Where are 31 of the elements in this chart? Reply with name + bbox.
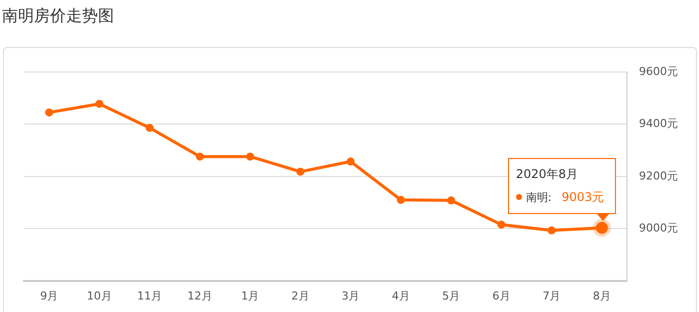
- y-tick-label: 9400元: [639, 117, 678, 130]
- point: [246, 152, 254, 161]
- x-tick-label: 11月: [137, 289, 162, 302]
- legend-label: 南明:: [526, 190, 552, 205]
- y-tick-label: 9600元: [639, 64, 678, 78]
- x-tick-label: 1月: [241, 289, 260, 302]
- y-tick-label: 9200元: [639, 169, 678, 182]
- x-tick-label: 8月: [592, 289, 611, 302]
- point: [95, 100, 104, 108]
- point: [396, 196, 405, 204]
- x-tick-label: 9月: [40, 289, 58, 302]
- x-tick-label: 2月: [291, 289, 310, 302]
- point: [146, 124, 154, 132]
- chart-title: 南明房价走势图: [2, 6, 114, 27]
- point: [346, 158, 355, 166]
- point: [447, 196, 456, 204]
- y-tick-label: 9000元: [639, 221, 678, 234]
- point: [45, 108, 54, 116]
- point: [497, 220, 506, 229]
- x-tick-label: 6月: [492, 289, 510, 302]
- x-tick-label: 7月: [542, 289, 561, 302]
- x-tick-label: 3月: [342, 289, 360, 302]
- x-tick-label: 4月: [392, 289, 410, 302]
- point: [548, 226, 556, 234]
- point: [196, 152, 204, 161]
- x-tick-label: 12月: [187, 289, 212, 302]
- x-tick-label: 10月: [86, 289, 112, 302]
- data-label: 9003元: [562, 188, 604, 206]
- annotation: 2020年8月: [516, 166, 580, 183]
- x-tick-label: 5月: [442, 289, 460, 302]
- point: [296, 168, 304, 176]
